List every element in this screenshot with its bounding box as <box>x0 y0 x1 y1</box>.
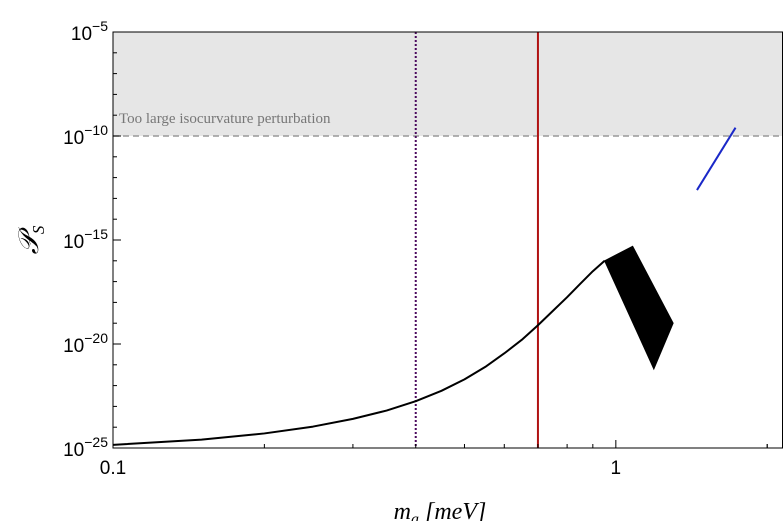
y-axis-title: 𝒫S <box>14 225 48 254</box>
y-tick-label: 10−20 <box>63 330 108 357</box>
y-tick-exponent: −25 <box>84 434 108 450</box>
y-tick-base: 10 <box>71 24 92 45</box>
series-line-0 <box>112 260 606 446</box>
vertical-lines <box>414 32 539 448</box>
y-tick-label: 10−25 <box>63 434 108 461</box>
y-tick-base: 10 <box>63 128 84 149</box>
excluded-region-label: Too large isocurvature perturbation <box>119 111 331 127</box>
series-layer <box>112 127 737 446</box>
tick-marks <box>112 31 768 449</box>
y-tick-base: 10 <box>63 336 84 357</box>
y-tick-label: 10−15 <box>63 226 108 253</box>
x-tick-label: 0.1 <box>100 458 126 479</box>
y-tick-exponent: −10 <box>84 122 108 138</box>
series-band-1 <box>603 245 674 371</box>
excluded-region <box>113 32 783 136</box>
y-tick-exponent: −5 <box>92 18 108 34</box>
y-tick-exponent: −15 <box>84 226 108 242</box>
y-tick-label: 10−5 <box>71 18 108 45</box>
x-axis-title: ma [meV] <box>394 499 487 521</box>
y-tick-exponent: −20 <box>84 330 108 346</box>
x-tick-label: 1 <box>611 458 622 479</box>
y-tick-label: 10−10 <box>63 122 108 149</box>
excluded-region-layer: Too large isocurvature perturbation <box>113 32 783 137</box>
series-line-2 <box>696 127 737 191</box>
y-tick-base: 10 <box>63 232 84 253</box>
y-tick-base: 10 <box>63 440 84 461</box>
x-tick-labels: 0.1 1 <box>100 458 621 479</box>
